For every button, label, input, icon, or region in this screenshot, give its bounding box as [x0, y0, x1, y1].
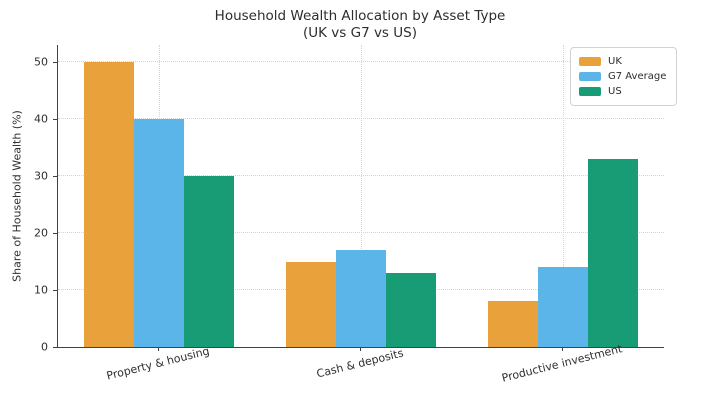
bar-g7-average-productive-investment [538, 267, 588, 347]
chart-title-block: Household Wealth Allocation by Asset Typ… [57, 8, 663, 42]
y-tick-label-0: 0 [41, 340, 48, 354]
plot-area [57, 45, 664, 348]
legend-swatch-icon [579, 72, 601, 81]
legend-entry-us: US [579, 84, 666, 99]
y-axis-label: Share of Household Wealth (%) [10, 110, 24, 282]
y-tick-mark-0 [53, 347, 57, 348]
gridline-x-cash-deposits [361, 45, 362, 347]
bar-us-cash-deposits [386, 272, 436, 347]
chart-title: Household Wealth Allocation by Asset Typ… [214, 8, 506, 24]
bar-us-productive-investment [588, 158, 638, 347]
legend-swatch-icon [579, 57, 601, 66]
y-tick-label-10: 10 [34, 283, 48, 297]
x-tick-mark-cash-deposits [360, 347, 361, 351]
gridline-x-productive-investment [563, 45, 564, 347]
legend-items: UK G7 Average US [579, 54, 666, 99]
legend: UK G7 Average US [570, 47, 678, 106]
y-tick-mark-20 [53, 233, 57, 235]
y-tick-mark-40 [53, 119, 57, 121]
y-tick-mark-10 [53, 290, 57, 292]
legend-label: UK [608, 56, 622, 67]
chart-subtitle: (UK vs G7 vs US) [303, 24, 417, 41]
legend-entry-uk: UK [579, 54, 666, 69]
bar-g7-average-cash-deposits [336, 250, 386, 347]
legend-swatch-icon [579, 87, 601, 96]
legend-label: US [608, 86, 622, 97]
bar-uk-cash-deposits [286, 261, 336, 347]
y-tick-label-50: 50 [34, 55, 48, 69]
x-tick-mark-productive-investment [562, 347, 563, 351]
y-tick-label-40: 40 [34, 112, 48, 126]
x-tick-mark-property-housing [158, 347, 159, 351]
legend-label: G7 Average [608, 71, 667, 82]
y-tick-label-20: 20 [34, 226, 48, 240]
bar-g7-average-property-housing [134, 119, 184, 347]
bar-uk-productive-investment [488, 301, 538, 347]
bar-us-property-housing [184, 176, 234, 347]
y-tick-mark-50 [53, 62, 57, 64]
bar-uk-property-housing [84, 62, 134, 347]
legend-entry-g7-average: G7 Average [579, 69, 666, 84]
y-tick-label-30: 30 [34, 169, 48, 183]
y-tick-mark-30 [53, 176, 57, 178]
